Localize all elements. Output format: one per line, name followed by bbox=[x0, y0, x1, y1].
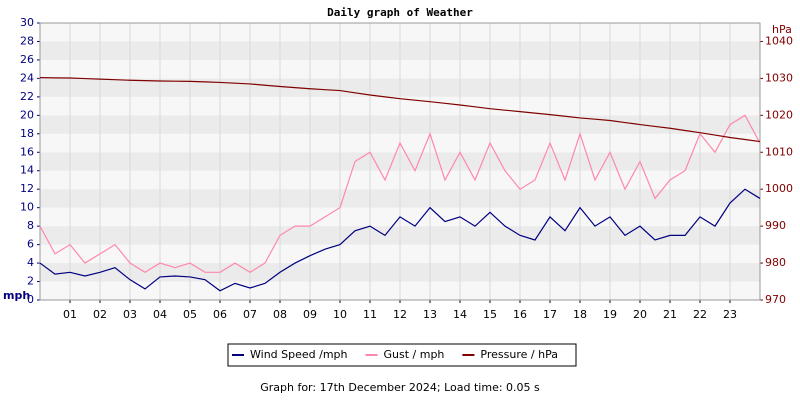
y-axis-label: mph bbox=[3, 289, 30, 302]
y-tick-label: 4 bbox=[27, 256, 34, 269]
y2-tick-label: 1040 bbox=[765, 34, 793, 47]
y-tick-label: 18 bbox=[20, 127, 34, 140]
y2-tick-label: 990 bbox=[765, 219, 786, 232]
legend-label: Pressure / hPa bbox=[480, 348, 558, 361]
series-line bbox=[39, 114, 761, 274]
x-tick-label: 03 bbox=[123, 308, 137, 321]
y-tick-label: 24 bbox=[20, 71, 34, 84]
y2-tick-label: 980 bbox=[765, 256, 786, 269]
y-tick-label: 28 bbox=[20, 34, 34, 47]
y-tick-label: 22 bbox=[20, 90, 34, 103]
y-tick-label: 0 bbox=[27, 293, 34, 306]
y-tick-label: 12 bbox=[20, 182, 34, 195]
plot-frame bbox=[39, 22, 761, 301]
x-tick-label: 19 bbox=[603, 308, 617, 321]
y-tick-label: 6 bbox=[27, 238, 34, 251]
x-tick-label: 09 bbox=[303, 308, 317, 321]
y2-axis-label: hPa bbox=[772, 23, 792, 36]
x-tick-label: 01 bbox=[63, 308, 77, 321]
x-tick-label: 16 bbox=[513, 308, 527, 321]
y-tick-label: 8 bbox=[27, 219, 34, 232]
x-tick-label: 15 bbox=[483, 308, 497, 321]
y-tick-label: 20 bbox=[20, 108, 34, 121]
x-tick-label: 20 bbox=[633, 308, 647, 321]
x-tick-label: 12 bbox=[393, 308, 407, 321]
x-tick-label: 07 bbox=[243, 308, 257, 321]
x-tick-label: 23 bbox=[723, 308, 737, 321]
chart-title: Daily graph of Weather bbox=[327, 6, 473, 19]
legend-label: Wind Speed /mph bbox=[250, 348, 348, 361]
x-tick-label: 14 bbox=[453, 308, 467, 321]
x-tick-label: 10 bbox=[333, 308, 347, 321]
x-tick-label: 18 bbox=[573, 308, 587, 321]
x-tick-label: 17 bbox=[543, 308, 557, 321]
y-tick-label: 14 bbox=[20, 164, 34, 177]
y-tick-label: 2 bbox=[27, 275, 34, 288]
y-tick-label: 30 bbox=[20, 16, 34, 29]
x-tick-label: 13 bbox=[423, 308, 437, 321]
y2-tick-label: 1020 bbox=[765, 108, 793, 121]
x-tick-label: 05 bbox=[183, 308, 197, 321]
y2-tick-label: 1030 bbox=[765, 71, 793, 84]
y2-tick-label: 1010 bbox=[765, 145, 793, 158]
x-tick-label: 02 bbox=[93, 308, 107, 321]
y-tick-label: 10 bbox=[20, 201, 34, 214]
legend-box bbox=[227, 343, 577, 367]
legend-label: Gust / mph bbox=[384, 348, 445, 361]
x-tick-label: 22 bbox=[693, 308, 707, 321]
x-tick-label: 04 bbox=[153, 308, 167, 321]
y2-tick-label: 1000 bbox=[765, 182, 793, 195]
footer: Graph for: 17th December 2024; Load time… bbox=[260, 381, 540, 394]
y-tick-label: 16 bbox=[20, 145, 34, 158]
x-tick-label: 11 bbox=[363, 308, 377, 321]
series-line bbox=[39, 77, 761, 143]
x-tick-label: 06 bbox=[213, 308, 227, 321]
x-tick-label: 08 bbox=[273, 308, 287, 321]
x-tick-label: 21 bbox=[663, 308, 677, 321]
y-tick-label: 26 bbox=[20, 53, 34, 66]
y2-tick-label: 970 bbox=[765, 293, 786, 306]
series-line bbox=[39, 188, 761, 292]
